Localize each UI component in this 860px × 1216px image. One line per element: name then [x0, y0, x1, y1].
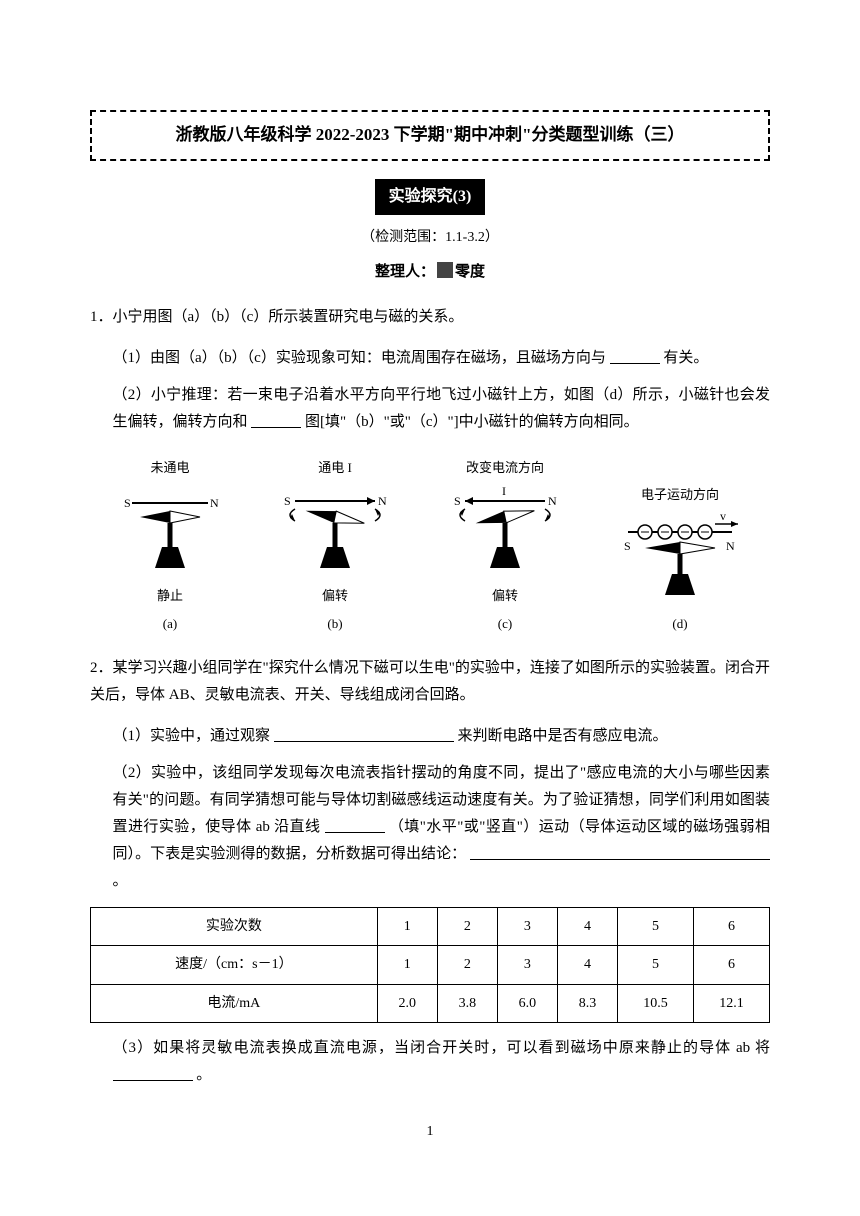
fig-d-N: N — [726, 539, 735, 553]
q1-p1-blank — [610, 345, 660, 364]
r2-label: 电流/mA — [91, 984, 378, 1022]
scope-text: （检测范围：1.1-3.2） — [90, 225, 770, 250]
fig-c-S: S — [454, 494, 461, 508]
q1-p2-blank — [251, 409, 301, 428]
fig-a-svg: S N — [110, 483, 230, 573]
q2-p3: （3）如果将灵敏电流表换成直流电源，当闭合开关时，可以看到磁场中原来静止的导体 … — [113, 1035, 771, 1089]
fig-c-svg: I S N — [440, 483, 570, 573]
fig-d-top: 电子运动方向 — [610, 483, 750, 506]
fig-d-v: v — [720, 510, 726, 523]
table-row: 速度/（cm：s－1） 1 2 3 4 5 6 — [91, 946, 770, 984]
fig-c-N: N — [548, 494, 557, 508]
fig-a-S: S — [124, 496, 131, 510]
q2-p3-blank — [113, 1062, 193, 1081]
q2-p2-blank1 — [325, 814, 385, 833]
fig-c-top: 改变电流方向 — [440, 456, 570, 479]
r2-1: 3.8 — [437, 984, 497, 1022]
r1-3: 4 — [557, 946, 617, 984]
r1-4: 5 — [618, 946, 694, 984]
r1-0: 1 — [377, 946, 437, 984]
page-number: 1 — [90, 1119, 770, 1144]
r1-5: 6 — [693, 946, 769, 984]
fig-a-N: N — [210, 496, 219, 510]
fig-d: 电子运动方向 v S N (d) — [610, 483, 750, 635]
q1-p1-text: （1）由图（a）（b）（c）实验现象可知：电流周围存在磁场，且磁场方向与 — [113, 350, 606, 366]
th-6: 6 — [693, 908, 769, 946]
q1-p2-mid: 图[填"（b）"或"（c）"]中小磁针的偏转方向相同。 — [305, 414, 639, 430]
fig-d-S: S — [624, 539, 631, 553]
fig-c-I: I — [502, 484, 506, 498]
table-row: 电流/mA 2.0 3.8 6.0 8.3 10.5 12.1 — [91, 984, 770, 1022]
organizer-line: 整理人： 零度 — [90, 259, 770, 286]
fig-c-tag: (c) — [440, 612, 570, 635]
th-5: 5 — [618, 908, 694, 946]
avatar-icon — [437, 262, 453, 278]
fig-a-bottom: 静止 — [110, 584, 230, 607]
fig-b-tag: (b) — [270, 612, 400, 635]
q1-figure-row: 未通电 S N 静止 (a) 通电 I S N — [90, 456, 770, 636]
q2-p2-c: 。 — [113, 873, 128, 889]
fig-b-bottom: 偏转 — [270, 584, 400, 607]
q1-p2: （2）小宁推理：若一束电子沿着水平方向平行地飞过小磁针上方，如图（d）所示，小磁… — [113, 382, 771, 436]
subtitle: 实验探究(3) — [375, 179, 486, 216]
organizer-label: 整理人： — [375, 264, 435, 280]
q1-stem: 1．小宁用图（a）（b）（c）所示装置研究电与磁的关系。 — [90, 304, 770, 331]
subtitle-wrap: 实验探究(3) — [90, 179, 770, 216]
table-row: 实验次数 1 2 3 4 5 6 — [91, 908, 770, 946]
q2-p1-a: （1）实验中，通过观察 — [113, 728, 271, 744]
q2-p1: （1）实验中，通过观察 来判断电路中是否有感应电流。 — [113, 723, 771, 750]
fig-b-S: S — [284, 494, 291, 508]
r2-3: 8.3 — [557, 984, 617, 1022]
q2-p2: （2）实验中，该组同学发现每次电流表指针摆动的角度不同，提出了"感应电流的大小与… — [113, 760, 771, 895]
fig-a-top: 未通电 — [110, 456, 230, 479]
fig-b-svg: S N — [270, 483, 400, 573]
q2-p3-b: 。 — [196, 1067, 211, 1083]
q2-p1-b: 来判断电路中是否有感应电流。 — [458, 728, 668, 744]
q1-p1: （1）由图（a）（b）（c）实验现象可知：电流周围存在磁场，且磁场方向与 有关。 — [113, 345, 771, 372]
th-0: 实验次数 — [91, 908, 378, 946]
r2-0: 2.0 — [377, 984, 437, 1022]
fig-a: 未通电 S N 静止 (a) — [110, 456, 230, 636]
fig-d-svg: v S N — [610, 510, 750, 600]
q1-p1-tail: 有关。 — [663, 350, 708, 366]
r2-2: 6.0 — [497, 984, 557, 1022]
th-4: 4 — [557, 908, 617, 946]
fig-d-tag: (d) — [610, 612, 750, 635]
th-2: 2 — [437, 908, 497, 946]
fig-b-top: 通电 I — [270, 456, 400, 479]
r2-4: 10.5 — [618, 984, 694, 1022]
th-1: 1 — [377, 908, 437, 946]
fig-a-tag: (a) — [110, 612, 230, 635]
r2-5: 12.1 — [693, 984, 769, 1022]
r1-1: 2 — [437, 946, 497, 984]
fig-c: 改变电流方向 I S N 偏转 (c) — [440, 456, 570, 636]
q2-p3-a: （3）如果将灵敏电流表换成直流电源，当闭合开关时，可以看到磁场中原来静止的导体 … — [113, 1040, 771, 1056]
fig-b: 通电 I S N 偏转 (b) — [270, 456, 400, 636]
r1-2: 3 — [497, 946, 557, 984]
fig-c-bottom: 偏转 — [440, 584, 570, 607]
fig-b-N: N — [378, 494, 387, 508]
th-3: 3 — [497, 908, 557, 946]
organizer-name: 零度 — [455, 264, 485, 280]
q2-table: 实验次数 1 2 3 4 5 6 速度/（cm：s－1） 1 2 3 4 5 6… — [90, 907, 770, 1023]
r1-label: 速度/（cm：s－1） — [91, 946, 378, 984]
q2-stem: 2．某学习兴趣小组同学在"探究什么情况下磁可以生电"的实验中，连接了如图所示的实… — [90, 655, 770, 709]
main-title: 浙教版八年级科学 2022-2023 下学期"期中冲刺"分类题型训练（三） — [175, 125, 684, 144]
q2-p2-blank2 — [470, 841, 770, 860]
title-box: 浙教版八年级科学 2022-2023 下学期"期中冲刺"分类题型训练（三） — [90, 110, 770, 161]
q2-p1-blank — [274, 723, 454, 742]
